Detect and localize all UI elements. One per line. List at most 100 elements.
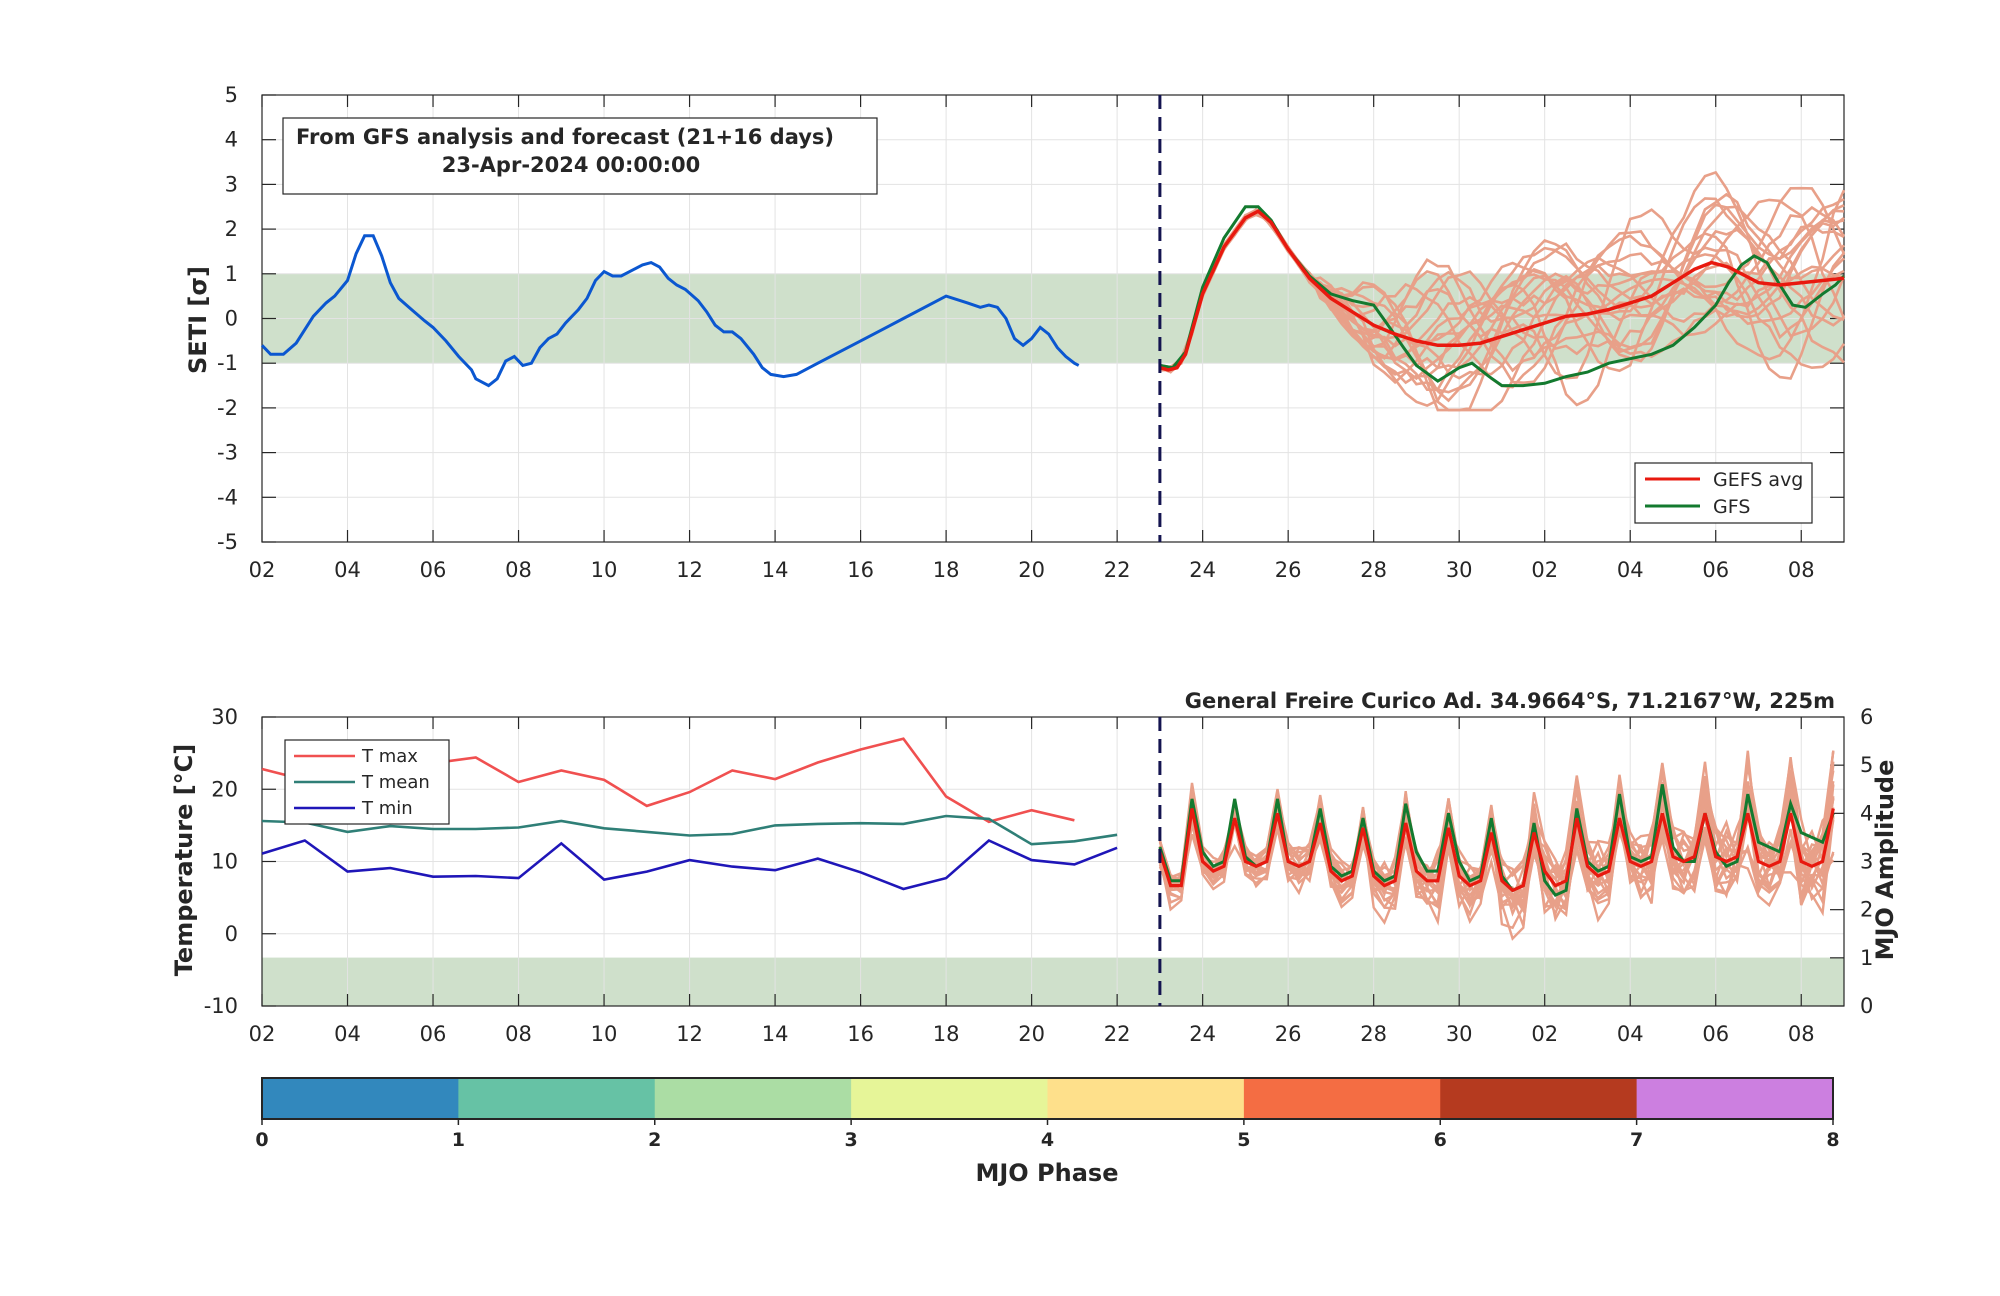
top-xtick-label: 02 xyxy=(1531,558,1558,582)
bottom-xtick-label: 02 xyxy=(249,1022,276,1046)
bottom-xtick-label: 04 xyxy=(334,1022,361,1046)
top-xtick-label: 14 xyxy=(762,558,789,582)
top-legend-frame xyxy=(1634,462,1813,524)
top-ytick-label: 0 xyxy=(225,307,238,331)
top-xtick-label: 12 xyxy=(676,558,703,582)
bottom-ytick-label-left: 10 xyxy=(211,850,238,874)
top-xtick-label: 18 xyxy=(933,558,960,582)
bottom-band xyxy=(262,957,1844,1006)
colorbar-phase-cell xyxy=(1440,1078,1638,1119)
bottom-xtick-label: 28 xyxy=(1360,1022,1387,1046)
colorbar-tick-label: 2 xyxy=(648,1129,661,1151)
colorbar-tick-label: 7 xyxy=(1630,1129,1643,1151)
legend-label-tmin: T min xyxy=(361,798,413,819)
top-legend: GEFS avg GFS xyxy=(1634,462,1813,524)
bottom-xtick-label: 10 xyxy=(591,1022,618,1046)
top-ytick-label: 4 xyxy=(225,128,238,152)
colorbar-phase-cell xyxy=(851,1078,1048,1119)
bottom-ytick-label-left: -10 xyxy=(204,994,238,1018)
info-box-line1: From GFS analysis and forecast (21+16 da… xyxy=(296,125,834,149)
top-ytick-label: -3 xyxy=(217,441,238,465)
top-xtick-label: 26 xyxy=(1275,558,1302,582)
bottom-ytick-label-left: 30 xyxy=(211,705,238,729)
amplitude-member-line xyxy=(1158,818,1835,914)
bottom-xtick-label: 26 xyxy=(1275,1022,1302,1046)
bottom-xtick-label: 14 xyxy=(762,1022,789,1046)
bottom-ytick-label-left: 0 xyxy=(225,922,238,946)
top-xtick-label: 04 xyxy=(1617,558,1644,582)
bottom-ytick-label-right: 5 xyxy=(1860,753,1873,777)
bottom-ytick-label-left: 20 xyxy=(211,777,238,801)
top-ticks: 02 04 06 08 10 12 14 16 18 20 22 24 26 28 30 02 04 06 0854… xyxy=(217,83,1844,582)
gefs-avg-amplitude-line xyxy=(1158,808,1835,893)
top-xtick-label: 28 xyxy=(1360,558,1387,582)
analysis-line xyxy=(260,234,1080,388)
top-xtick-label: 06 xyxy=(420,558,447,582)
top-xtick-label: 16 xyxy=(847,558,874,582)
colorbar-phase-cell xyxy=(262,1078,459,1119)
colorbar-phase-cell xyxy=(654,1078,852,1119)
colorbar-tick-label: 1 xyxy=(452,1129,465,1151)
bottom-xtick-label: 06 xyxy=(1702,1022,1729,1046)
bottom-xtick-label: 08 xyxy=(505,1022,532,1046)
top-panel: 02 04 06 08 10 12 14 16 18 20 22 24 26 28 30 02 04 06 0854… xyxy=(184,83,1846,582)
info-box-frame xyxy=(282,117,878,195)
station-title: General Freire Curico Ad. 34.9664°S, 71.… xyxy=(1185,689,1835,713)
gfs-line xyxy=(1159,205,1846,388)
colorbar-ticks: 0 1 2 3 4 5 6 7 8 xyxy=(255,1119,1840,1151)
colorbar-tick-label: 6 xyxy=(1434,1129,1447,1151)
colorbar-phase-cell xyxy=(1243,1078,1441,1119)
top-xtick-label: 24 xyxy=(1189,558,1216,582)
bottom-xtick-label: 04 xyxy=(1617,1022,1644,1046)
bottom-ticks: 02 04 06 08 10 12 14 16 18 20 22 24 26 28 30 02 04 06 0830… xyxy=(204,705,1874,1046)
top-ytick-label: 1 xyxy=(225,262,238,286)
colorbar-phase-cell xyxy=(1636,1078,1834,1119)
top-ytick-label: 5 xyxy=(225,83,238,107)
top-ytick-label: 3 xyxy=(225,172,238,196)
colorbar-phase-cell xyxy=(1047,1078,1245,1119)
bottom-xtick-label: 18 xyxy=(933,1022,960,1046)
colorbar-cells xyxy=(262,1078,1834,1119)
bottom-xtick-label: 06 xyxy=(420,1022,447,1046)
tmean-line xyxy=(261,814,1118,846)
top-xtick-label: 20 xyxy=(1018,558,1045,582)
colorbar-tick-label: 8 xyxy=(1826,1129,1839,1151)
top-ytick-label: 2 xyxy=(225,217,238,241)
top-xtick-label: 08 xyxy=(1788,558,1815,582)
top-xtick-label: 02 xyxy=(249,558,276,582)
colorbar-tick-label: 0 xyxy=(255,1129,268,1151)
bottom-xtick-label: 16 xyxy=(847,1022,874,1046)
tmin-line xyxy=(261,838,1118,891)
bottom-panel: 02 04 06 08 10 12 14 16 18 20 22 24 26 28 30 02 04 06 0830… xyxy=(170,689,1899,1046)
bottom-ytick-label-right: 1 xyxy=(1860,946,1873,970)
info-box-line2: 23-Apr-2024 00:00:00 xyxy=(442,153,701,177)
legend-label-gefs-avg: GEFS avg xyxy=(1713,469,1803,491)
bottom-xtick-label: 22 xyxy=(1104,1022,1131,1046)
top-ytick-label: -2 xyxy=(217,396,238,420)
top-xtick-label: 30 xyxy=(1446,558,1473,582)
bottom-ytick-label-right: 2 xyxy=(1860,898,1873,922)
bottom-legend: T max T mean T min xyxy=(284,739,450,825)
bottom-xtick-label: 20 xyxy=(1018,1022,1045,1046)
top-info-box: From GFS analysis and forecast (21+16 da… xyxy=(282,117,878,195)
bottom-xtick-label: 08 xyxy=(1788,1022,1815,1046)
mjo-colorbar: 0 1 2 3 4 5 6 7 8 MJO Phase xyxy=(255,1077,1840,1187)
bottom-xtick-label: 24 xyxy=(1189,1022,1216,1046)
top-xtick-label: 04 xyxy=(334,558,361,582)
bottom-ylabel-left: Temperature [°C] xyxy=(170,744,198,977)
legend-label-gfs: GFS xyxy=(1713,496,1750,518)
legend-label-tmax: T max xyxy=(361,746,418,767)
bottom-ylabel-right: MJO Amplitude xyxy=(1871,760,1899,961)
gefs-avg-line xyxy=(1159,209,1845,372)
top-xtick-label: 22 xyxy=(1104,558,1131,582)
bottom-xtick-label: 30 xyxy=(1446,1022,1473,1046)
top-ytick-label: -1 xyxy=(217,351,238,375)
bottom-ytick-label-right: 4 xyxy=(1860,801,1873,825)
colorbar-tick-label: 3 xyxy=(845,1129,858,1151)
bottom-ytick-label-right: 3 xyxy=(1860,850,1873,874)
top-ylabel: SETI [σ] xyxy=(184,266,212,374)
bottom-ytick-label-right: 6 xyxy=(1860,705,1873,729)
top-ytick-label: -4 xyxy=(217,485,238,509)
